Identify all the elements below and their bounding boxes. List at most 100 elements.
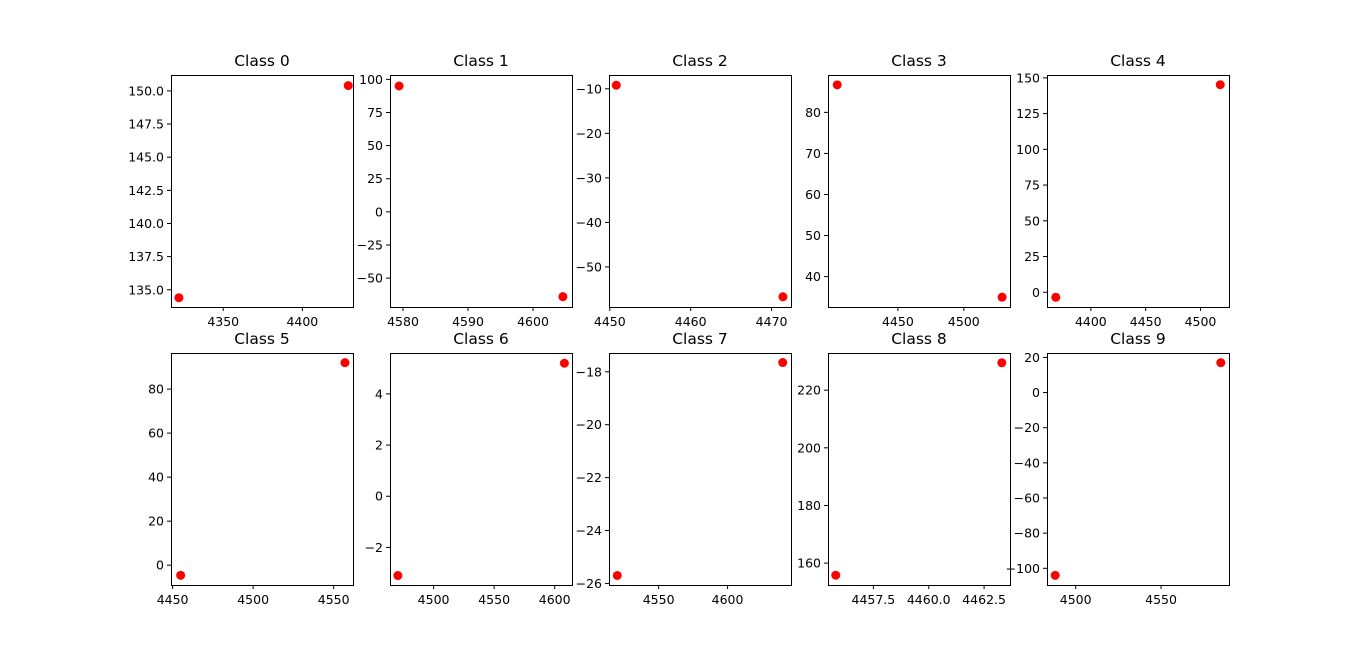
y-tick-label: 200: [797, 440, 821, 455]
x-tick-label: 4550: [478, 592, 510, 607]
y-tick-label: 220: [797, 383, 821, 398]
y-tick-label: −50: [357, 271, 383, 286]
data-point: [1050, 570, 1060, 580]
subplot-title: Class 5: [234, 330, 290, 348]
data-point: [558, 292, 568, 302]
subplot-class-6: Class 6 4500 4550 4600 −2 0 2 4: [365, 330, 573, 607]
y-tick-label: 180: [797, 498, 821, 513]
y-tick-label: 150.0: [128, 83, 164, 98]
x-tick-label: 4500: [948, 314, 980, 329]
y-tick-label: 40: [805, 269, 821, 284]
subplot-class-7: Class 7 4550 4600 −26 −24 −22 −20 −18: [576, 330, 792, 607]
x-tick-label: 4400: [286, 314, 318, 329]
data-point: [612, 570, 622, 580]
y-tick-label: 4: [375, 386, 383, 401]
x-tick-label: 4600: [712, 592, 744, 607]
x-tick-label: 4500: [1185, 314, 1217, 329]
y-tick-label: −2: [365, 540, 383, 555]
y-tick-label: −20: [576, 126, 602, 141]
y-tick-label: 0: [375, 204, 383, 219]
x-tick-label: 4470: [756, 314, 788, 329]
y-tick-label: −20: [576, 417, 602, 432]
y-tick-label: 147.5: [128, 117, 164, 132]
data-point: [997, 358, 1007, 368]
y-tick-label: 60: [148, 426, 164, 441]
data-point: [832, 80, 842, 90]
axes-frame: [171, 75, 354, 308]
x-tick-label: 4450: [1130, 314, 1162, 329]
data-point: [778, 358, 788, 368]
subplot-title: Class 3: [891, 52, 947, 70]
subplot-title: Class 7: [672, 330, 728, 348]
subplot-title: Class 0: [234, 52, 290, 70]
y-tick-label: 80: [805, 105, 821, 120]
y-tick-label: 145.0: [128, 150, 164, 165]
y-tick-label: −100: [1006, 561, 1040, 576]
data-point: [394, 81, 404, 91]
y-tick-label: −25: [357, 237, 383, 252]
axes-frame: [171, 353, 354, 586]
y-tick-label: −60: [1014, 491, 1040, 506]
y-tick-label: −30: [576, 170, 602, 185]
subplot-class-3: Class 3 4450 4500 40 50 60 70 80: [805, 52, 1011, 329]
y-tick-label: −26: [576, 576, 602, 591]
x-tick-label: 4550: [318, 592, 350, 607]
data-point: [176, 570, 186, 580]
data-point: [1216, 358, 1226, 368]
y-tick-label: 137.5: [128, 249, 164, 264]
subplot-title: Class 8: [891, 330, 947, 348]
y-tick-label: 150: [1016, 70, 1040, 85]
x-tick-label: 4550: [1145, 592, 1177, 607]
x-tick-label: 4600: [539, 592, 571, 607]
data-point: [831, 570, 841, 580]
axes-frame: [609, 353, 792, 586]
y-tick-label: 20: [1024, 350, 1040, 365]
x-tick-label: 4460: [675, 314, 707, 329]
y-tick-label: 142.5: [128, 183, 164, 198]
y-tick-label: 75: [367, 105, 383, 120]
data-point: [340, 358, 350, 368]
y-tick-label: 125: [1016, 106, 1040, 121]
subplot-class-5: Class 5 4450 4500 4550 0 20 40 60 80: [148, 330, 354, 607]
axes-frame: [390, 75, 573, 308]
subplot-class-8: Class 8 4457.5 4460.0 4462.5 160 180 200 220: [797, 330, 1011, 607]
y-tick-label: 40: [148, 470, 164, 485]
y-tick-label: 80: [148, 382, 164, 397]
y-tick-label: −80: [1014, 526, 1040, 541]
y-tick-label: 25: [1024, 249, 1040, 264]
y-tick-label: 100: [359, 72, 383, 87]
x-tick-label: 4590: [452, 314, 484, 329]
axes-frame: [1047, 75, 1230, 308]
y-tick-label: 140.0: [128, 216, 164, 231]
data-point: [393, 571, 403, 581]
axes-frame: [609, 75, 792, 308]
y-tick-label: 50: [367, 138, 383, 153]
axes-frame: [1047, 353, 1230, 586]
y-tick-label: 50: [805, 228, 821, 243]
y-tick-label: 100: [1016, 142, 1040, 157]
y-tick-label: 0: [1032, 385, 1040, 400]
y-tick-label: −40: [576, 215, 602, 230]
y-tick-label: 60: [805, 187, 821, 202]
subplot-title: Class 9: [1110, 330, 1166, 348]
y-tick-label: 135.0: [128, 282, 164, 297]
x-tick-label: 4400: [1075, 314, 1107, 329]
x-tick-label: 4460.0: [907, 592, 951, 607]
data-point: [611, 80, 621, 90]
axes-frame: [390, 353, 573, 586]
subplot-class-2: Class 2 4450 4460 4470 −50 −40 −30 −20 −10: [576, 52, 792, 329]
data-point: [778, 292, 788, 302]
x-tick-label: 4580: [387, 314, 419, 329]
y-tick-label: 0: [375, 489, 383, 504]
data-point: [1215, 80, 1225, 90]
y-tick-label: 25: [367, 171, 383, 186]
subplot-class-4: Class 4 4400 4450 4500 0 25 50 75 100 125 150: [1016, 52, 1230, 329]
axes-frame: [828, 353, 1011, 586]
y-tick-label: 160: [797, 556, 821, 571]
y-tick-label: 50: [1024, 213, 1040, 228]
y-tick-label: 70: [805, 146, 821, 161]
y-tick-label: 0: [1032, 285, 1040, 300]
x-tick-label: 4450: [157, 592, 189, 607]
x-tick-label: 4450: [882, 314, 914, 329]
